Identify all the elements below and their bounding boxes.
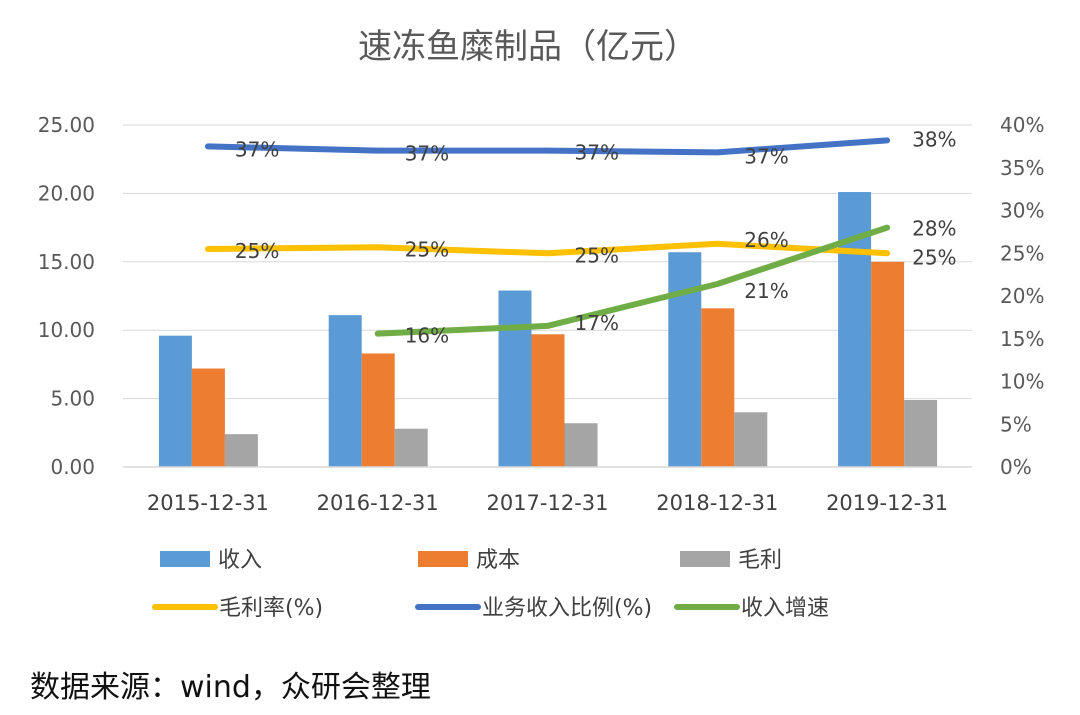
- legend-label: 毛利: [738, 548, 782, 573]
- y2-tick-label: 40%: [1000, 113, 1044, 137]
- data-label: 21%: [744, 279, 788, 303]
- data-label: 17%: [575, 311, 619, 335]
- data-label: 37%: [235, 137, 279, 161]
- y-tick-label: 5.00: [50, 387, 95, 411]
- y2-tick-label: 30%: [1000, 199, 1044, 223]
- bar: [394, 428, 428, 467]
- bar: [701, 308, 735, 467]
- data-label: 25%: [235, 239, 279, 263]
- x-tick-label: 2016-12-31: [317, 491, 439, 515]
- x-tick-label: 2018-12-31: [656, 491, 778, 515]
- bar: [361, 353, 395, 467]
- series-line: [204, 137, 891, 156]
- data-label: 28%: [912, 217, 956, 241]
- bar: [531, 334, 565, 467]
- y-tick-label: 0.00: [50, 455, 95, 479]
- data-label: 16%: [405, 324, 449, 348]
- bar: [564, 423, 598, 467]
- bar: [668, 252, 702, 467]
- source-note: 数据来源：wind，众研会整理: [30, 670, 431, 705]
- series-line: [374, 224, 891, 337]
- y2-tick-label: 0%: [1000, 455, 1032, 479]
- data-label: 25%: [912, 245, 956, 269]
- axis-layer: 0.00 5.00 10.00 15.00 20.00 25.00 0% 5% 10% 15% 20…: [38, 113, 1045, 515]
- legend-label: 业务收入比例(%): [482, 596, 652, 621]
- x-tick-label: 2019-12-31: [826, 491, 948, 515]
- bar: [328, 315, 362, 467]
- chart-title: 速冻鱼糜制品（亿元）: [358, 27, 698, 67]
- y2-tick-label: 5%: [1000, 412, 1032, 436]
- data-label: 25%: [405, 237, 449, 261]
- gridlines: [123, 124, 972, 400]
- bar: [734, 412, 768, 467]
- x-tick-label: 2015-12-31: [147, 491, 269, 515]
- y2-tick-label: 25%: [1000, 241, 1044, 265]
- y-tick-label: 10.00: [38, 318, 95, 342]
- legend-label: 收入: [218, 548, 262, 573]
- bar: [498, 290, 532, 467]
- legend-label: 收入增速: [741, 596, 829, 621]
- data-label: 25%: [575, 243, 619, 267]
- legend-swatch: [418, 551, 468, 567]
- data-label: 37%: [575, 141, 619, 165]
- y2-tick-label: 35%: [1000, 156, 1044, 180]
- bar-layer: [158, 192, 938, 468]
- bar: [158, 335, 192, 467]
- legend-swatch: [680, 551, 730, 567]
- y2-tick-label: 15%: [1000, 327, 1044, 351]
- data-label: 37%: [744, 144, 788, 168]
- bar: [224, 434, 258, 467]
- bar: [871, 261, 905, 467]
- legend-label: 毛利率(%): [219, 596, 323, 621]
- data-label: 37%: [405, 142, 449, 166]
- data-label: 26%: [744, 228, 788, 252]
- y2-tick-label: 10%: [1000, 370, 1044, 394]
- y-tick-label: 15.00: [38, 250, 95, 274]
- y-tick-label: 20.00: [38, 181, 95, 205]
- data-label-layer: 25% 25% 25% 26% 25% 37% 37% 37% 37% 38% 16% 17% 21% 2…: [235, 127, 957, 347]
- y2-tick-label: 20%: [1000, 284, 1044, 308]
- chart: 速冻鱼糜制品（亿元） 25% 25% 25% 26% 25% 37% 37% 37% 37% 38…: [38, 27, 1045, 621]
- series-line: [204, 240, 891, 257]
- bar: [191, 368, 225, 467]
- data-label: 38%: [912, 127, 956, 151]
- y-tick-label: 25.00: [38, 113, 95, 137]
- legend-label: 成本: [476, 548, 520, 573]
- bar: [904, 399, 938, 467]
- x-tick-label: 2017-12-31: [486, 491, 608, 515]
- line-layer: [204, 137, 891, 337]
- legend-swatch: [160, 551, 210, 567]
